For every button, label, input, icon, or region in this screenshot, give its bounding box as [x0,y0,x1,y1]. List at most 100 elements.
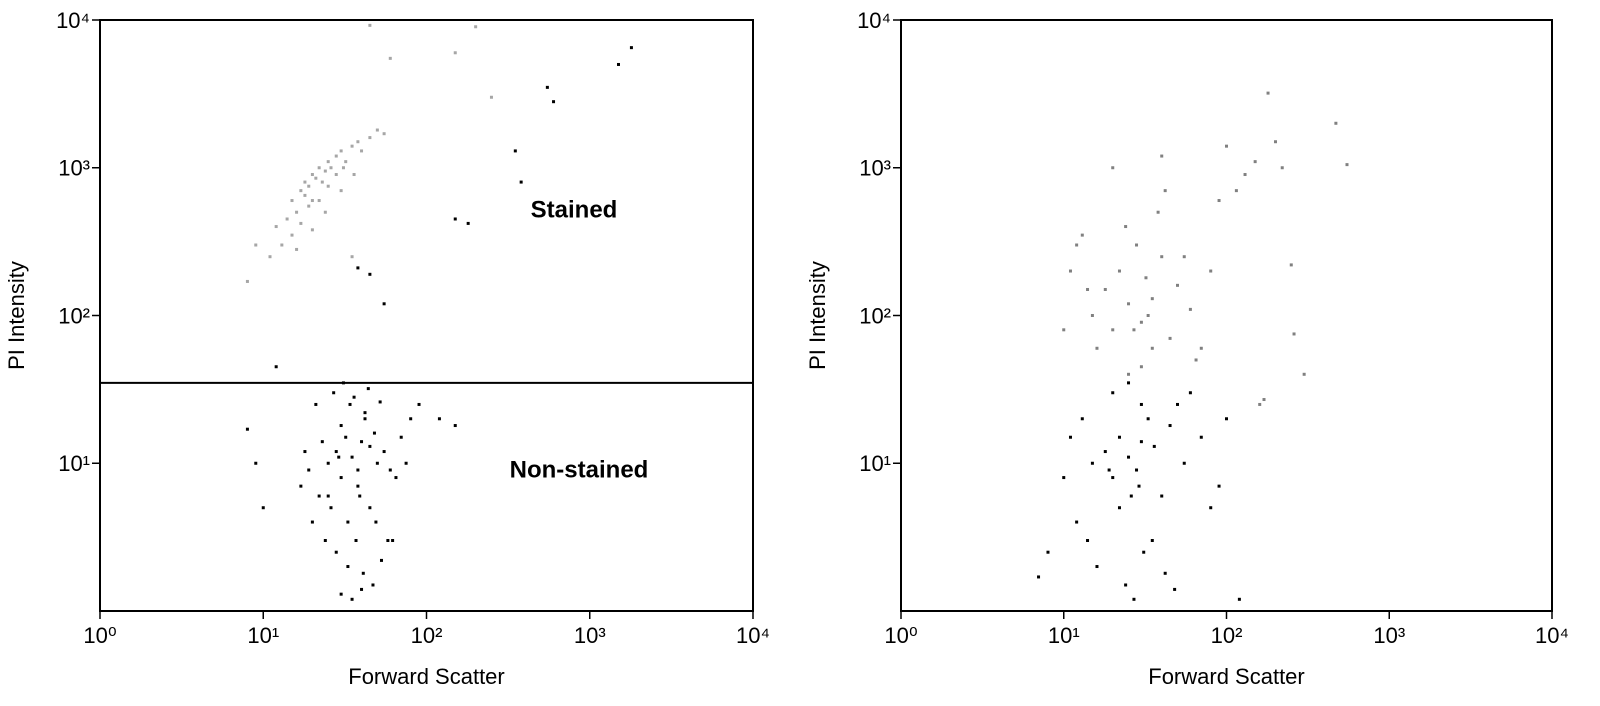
point [303,450,307,454]
point [1280,166,1284,170]
x-tick-label: 10⁴ [736,623,770,648]
point [334,550,338,554]
point [1124,583,1128,587]
point [320,180,324,184]
point [1243,173,1247,177]
x-tick-label: 10¹ [247,623,279,648]
point [1137,484,1141,488]
point [350,144,354,148]
point [310,228,314,232]
point [552,100,556,104]
point [386,539,390,543]
y-axis-label: PI Intensity [4,261,29,370]
point [1075,243,1079,247]
point [339,476,343,480]
point [1086,287,1090,291]
point [254,461,258,465]
point [1095,565,1099,569]
point [1139,320,1143,324]
point [352,173,356,177]
point [356,484,360,488]
point [1127,381,1131,385]
point [1345,163,1349,167]
point [399,435,403,439]
point [1188,391,1192,395]
point [409,417,413,421]
point [307,468,311,472]
point [453,217,457,221]
point [326,184,330,188]
point [1292,332,1296,336]
point [303,180,307,184]
point [545,85,549,89]
point [1037,575,1041,579]
point [346,565,350,569]
point [382,132,386,136]
point [1117,435,1121,439]
point [285,217,289,221]
point [1111,476,1115,480]
point [1150,346,1154,350]
point [453,51,457,55]
point [290,199,294,203]
point [1237,597,1241,601]
point [360,149,364,153]
x-tick-label: 10³ [574,623,606,648]
point [329,166,333,170]
point [1124,225,1128,229]
point [1135,468,1139,472]
point [290,233,294,237]
point [1107,468,1111,472]
point [1111,166,1115,170]
point [1176,283,1180,287]
point [1090,314,1094,317]
point [356,140,360,144]
point [245,279,249,283]
point [1150,297,1154,301]
point [1144,276,1148,280]
point [1139,440,1143,444]
point [1156,210,1160,214]
point [344,160,348,164]
point [314,402,318,406]
point [334,173,338,177]
point [314,176,318,180]
point [334,154,338,158]
point [361,571,365,575]
y-tick-label: 10³ [859,156,891,181]
point [352,395,356,399]
point [1127,455,1131,459]
point [466,221,470,225]
point [1217,199,1221,203]
point [1234,189,1238,193]
point [374,520,378,524]
point [350,255,354,259]
point [1225,144,1228,148]
point [453,424,457,428]
point [303,193,307,197]
plot-frame [900,19,1553,612]
point [1163,571,1167,575]
point [519,180,523,184]
point [368,272,372,276]
x-tick-label: 10⁴ [1535,623,1569,648]
point [326,160,330,164]
point [616,62,620,66]
point [317,166,321,170]
point [391,539,395,543]
point [388,468,392,472]
point [1163,189,1167,193]
point [360,440,364,444]
point [382,450,386,454]
point [1117,269,1121,273]
point [1132,328,1136,332]
point [310,199,314,203]
point [1217,484,1221,488]
point [368,444,372,448]
point [317,199,321,203]
point [1139,402,1143,406]
x-tick-label: 10⁰ [884,623,917,648]
point [1253,160,1257,164]
point [1103,287,1107,291]
point [382,302,386,306]
